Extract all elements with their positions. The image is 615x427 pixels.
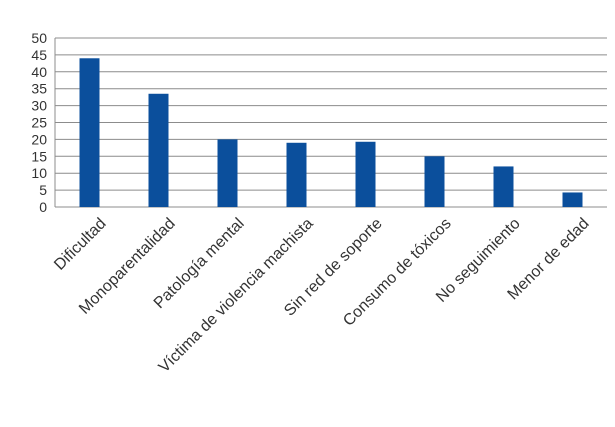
bar	[355, 141, 376, 207]
bar	[562, 192, 583, 207]
bar	[217, 139, 238, 207]
y-tick-label: 5	[39, 182, 47, 198]
y-tick-label: 15	[31, 148, 47, 164]
bar	[424, 156, 445, 207]
y-tick-label: 25	[31, 115, 47, 131]
bar	[286, 142, 307, 207]
y-tick-label: 10	[31, 165, 47, 181]
x-category-label: Dificultad	[51, 215, 110, 274]
y-tick-label: 50	[31, 30, 47, 46]
bar	[493, 166, 514, 207]
y-tick-label: 30	[31, 98, 47, 114]
y-tick-label: 35	[31, 81, 47, 97]
y-tick-label: 20	[31, 131, 47, 147]
y-tick-label: 45	[31, 47, 47, 63]
bars	[79, 58, 583, 207]
y-tick-label: 40	[31, 64, 47, 80]
y-tick-label: 0	[39, 199, 47, 215]
bar	[148, 93, 169, 207]
gridlines	[54, 37, 607, 208]
bar	[79, 58, 100, 207]
